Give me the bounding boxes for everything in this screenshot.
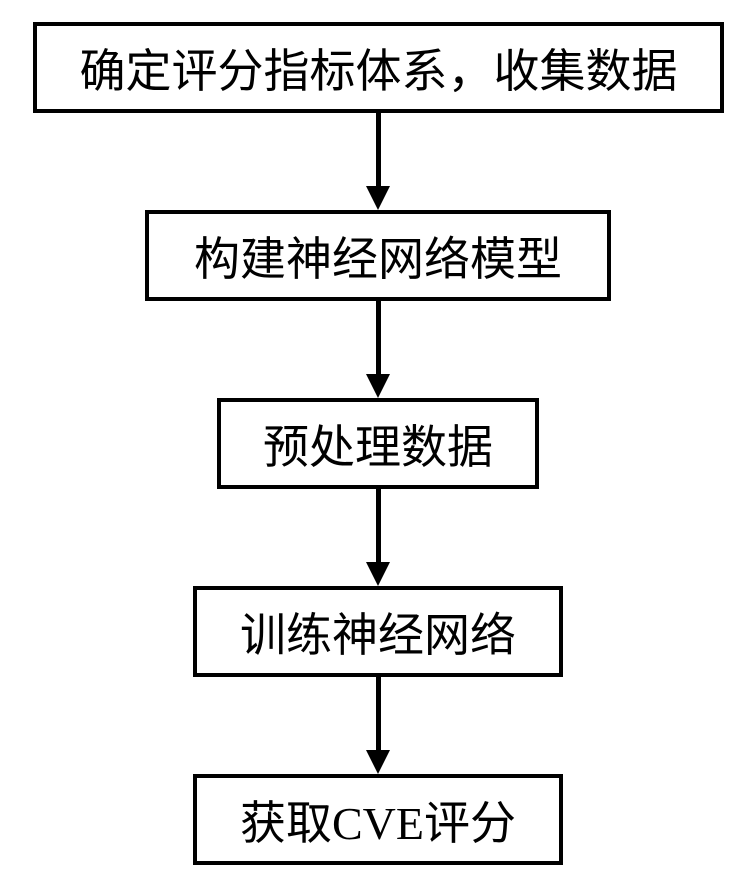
flowchart-node-3: 预处理数据 <box>217 398 539 489</box>
flowchart-node-3-label: 预处理数据 <box>263 411 493 477</box>
flowchart-container: 确定评分指标体系，收集数据 构建神经网络模型 预处理数据 训练神经网络 获取CV… <box>0 0 754 879</box>
flowchart-node-1: 确定评分指标体系，收集数据 <box>33 22 724 113</box>
flowchart-arrow-1-head <box>366 186 390 210</box>
flowchart-arrow-2-head <box>366 374 390 398</box>
flowchart-arrow-4-line <box>376 677 381 751</box>
flowchart-node-5-label: 获取CVE评分 <box>240 787 516 853</box>
flowchart-arrow-2-line <box>376 301 381 375</box>
flowchart-arrow-3-head <box>366 562 390 586</box>
flowchart-arrow-4-head <box>366 750 390 774</box>
flowchart-node-2-label: 构建神经网络模型 <box>194 223 562 289</box>
flowchart-node-4: 训练神经网络 <box>193 586 563 677</box>
flowchart-arrow-3-line <box>376 489 381 563</box>
flowchart-node-5: 获取CVE评分 <box>193 774 563 865</box>
flowchart-node-4-label: 训练神经网络 <box>240 599 516 665</box>
flowchart-node-2: 构建神经网络模型 <box>145 210 611 301</box>
flowchart-arrow-1-line <box>376 113 381 187</box>
flowchart-node-1-label: 确定评分指标体系，收集数据 <box>80 35 678 101</box>
